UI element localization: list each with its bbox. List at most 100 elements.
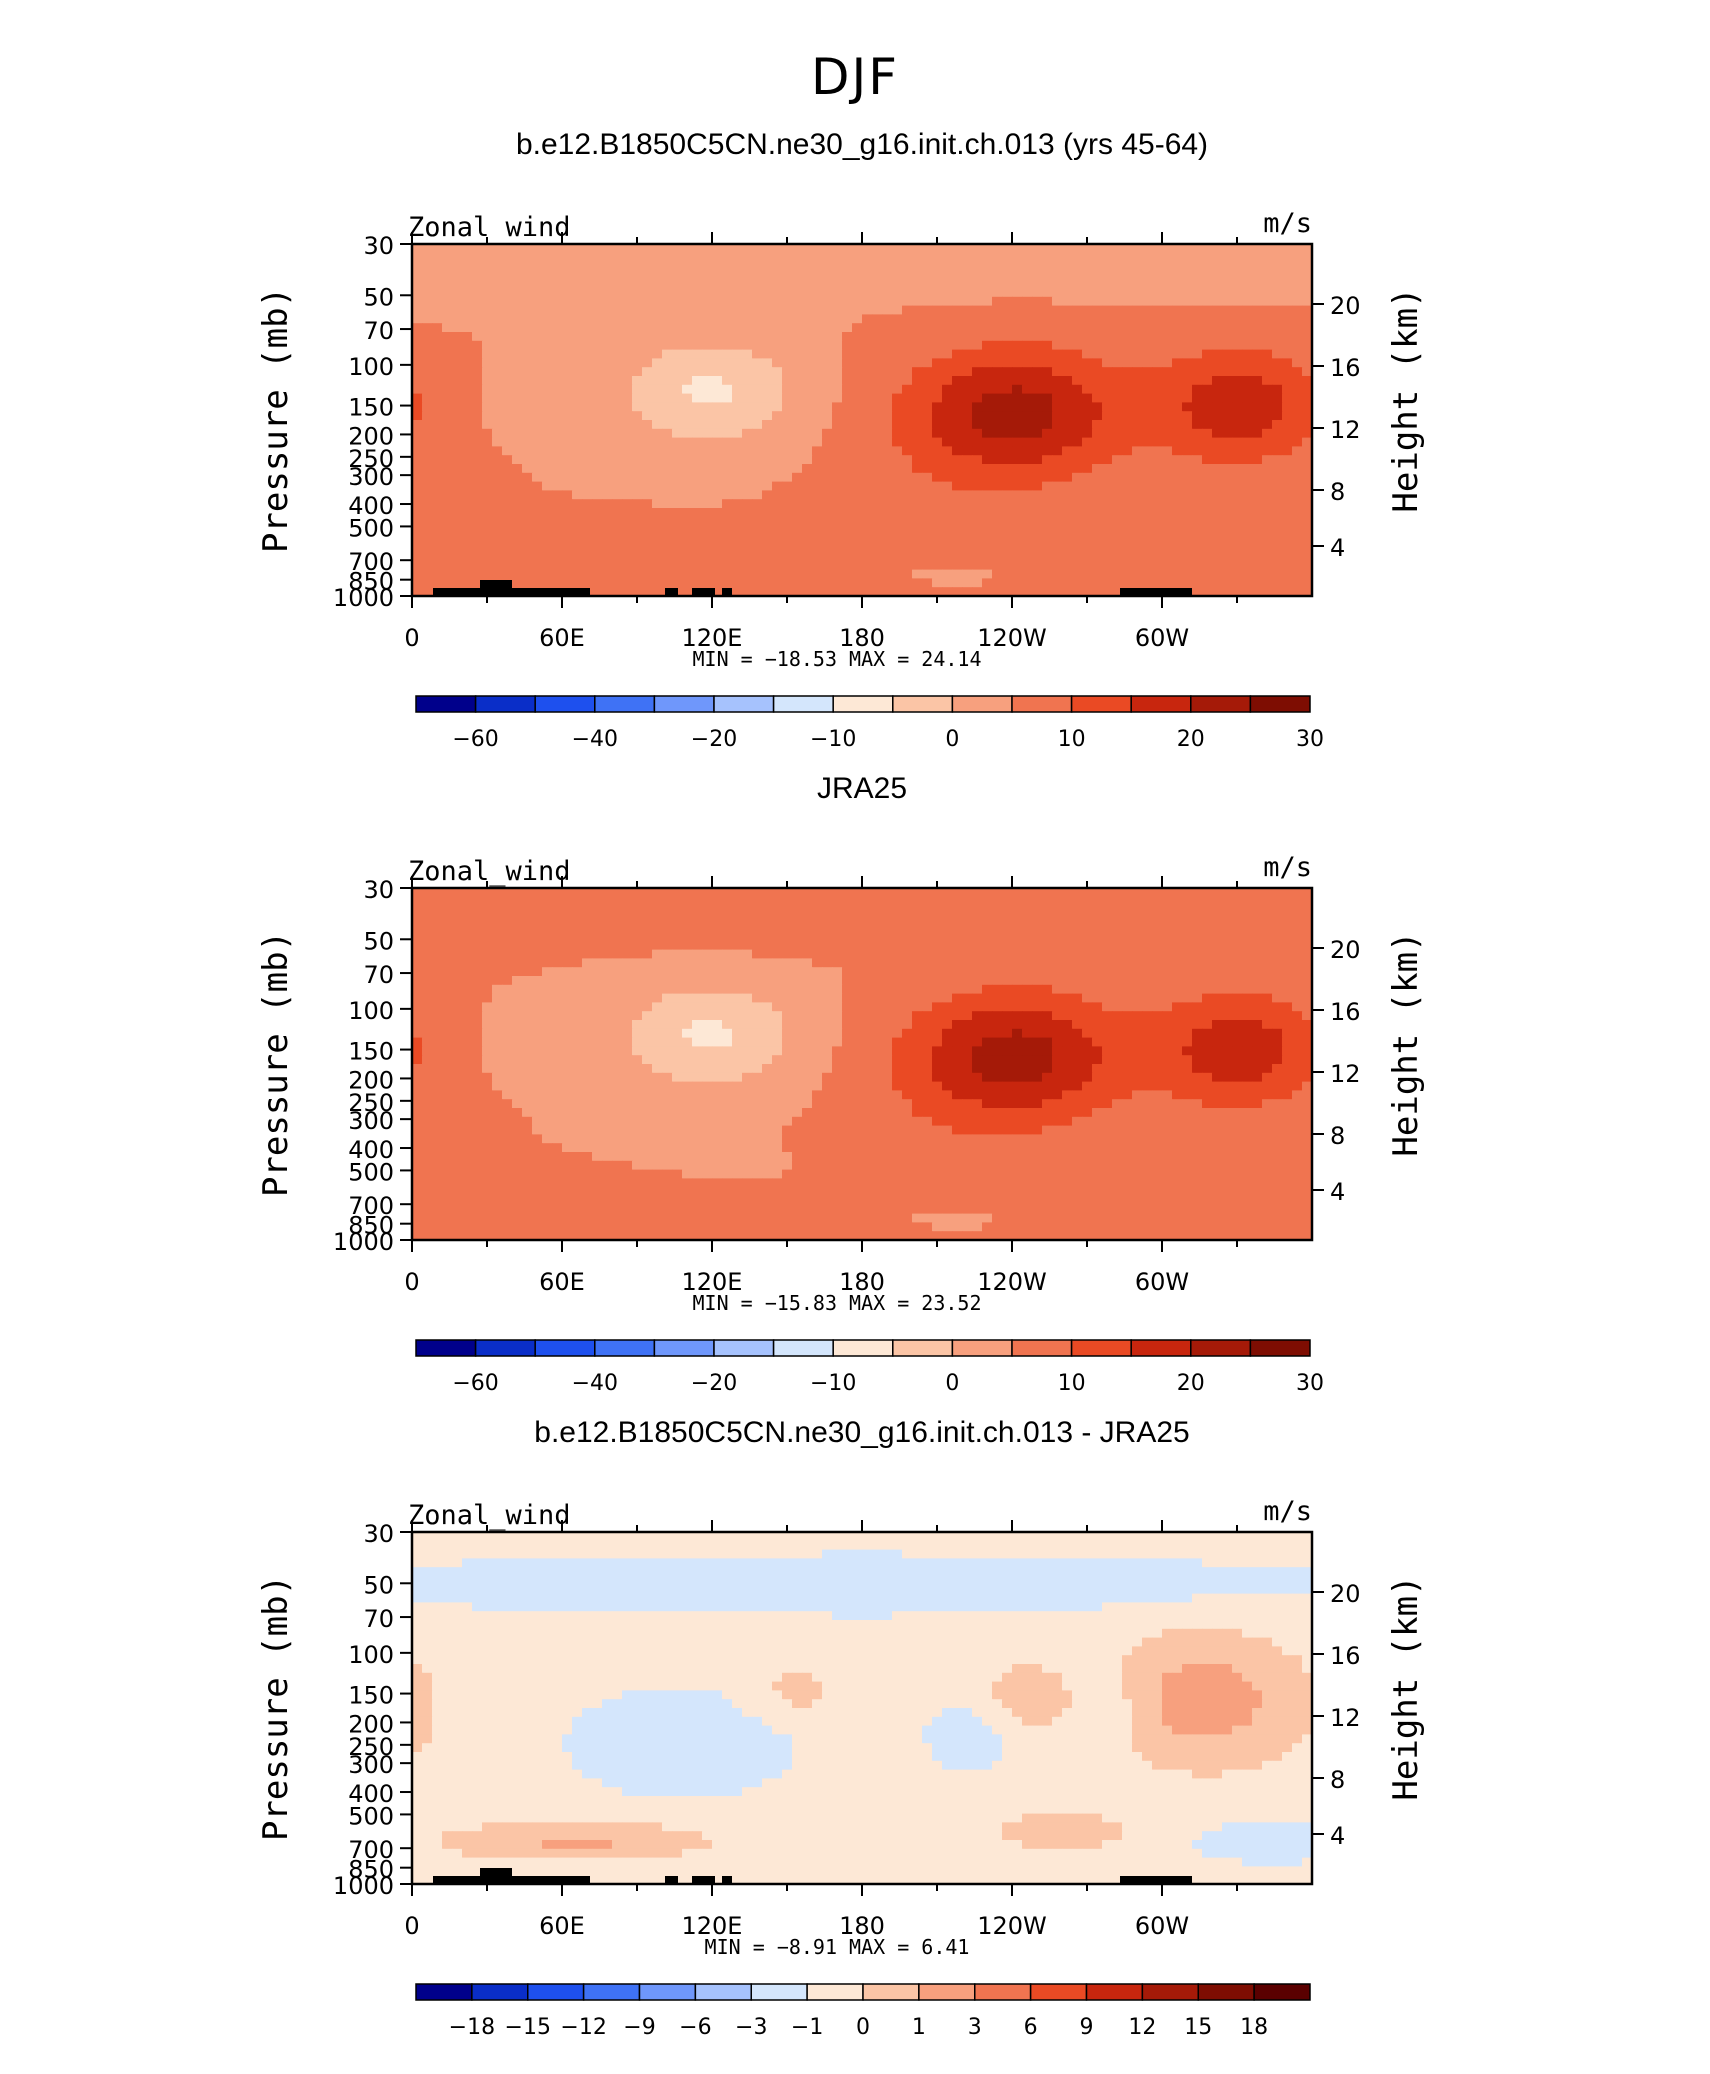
topography-mask [692,588,715,596]
pressure-tick-label: 400 [348,1780,394,1808]
pressure-tick-label: 100 [348,997,394,1025]
colorbar-label: −20 [691,727,737,752]
lon-tick-label: 180 [839,624,885,652]
pressure-tick-label: 300 [348,463,394,491]
colorbar-box [415,695,477,713]
lon-tick-label: 120W [977,1268,1047,1296]
height-tick-label: 12 [1330,1704,1361,1732]
height-tick-label: 4 [1330,1822,1345,1850]
lon-tick-label: 180 [839,1268,885,1296]
y-axis-right-label: Height (km) [1386,931,1426,1156]
colorbar-box [1253,1983,1311,2001]
chart-panel-1: b.e12.B1850C5CN.ne30_g16.init.ch.013 (yr… [256,128,1426,752]
colorbar-box [1190,1339,1252,1357]
units-label: m/s [1263,1496,1312,1527]
lon-tick-label: 0 [404,1912,419,1940]
height-tick-label: 8 [1330,1766,1345,1794]
colorbar-box [892,695,954,713]
colorbar-box [1070,695,1132,713]
colorbar-box [534,1339,596,1357]
pressure-tick-label: 500 [348,1802,394,1830]
lon-tick-label: 60W [1135,624,1189,652]
colorbar-box [415,1983,473,2001]
contour-field [412,888,1313,1241]
figure-title: DJF [810,48,899,106]
colorbar-box [918,1983,976,2001]
colorbar-box [772,1339,834,1357]
colorbar-label: 18 [1240,2015,1268,2040]
colorbar-box [1029,1983,1088,2001]
colorbar-box [772,695,834,713]
pressure-tick-label: 400 [348,1136,394,1164]
panel-title: b.e12.B1850C5CN.ne30_g16.init.ch.013 - J… [534,1416,1189,1449]
colorbar-label: −20 [691,1371,737,1396]
colorbar-box [1141,1983,1199,2001]
colorbar-label: −60 [452,727,498,752]
colorbar-box [594,1339,656,1357]
lon-tick-label: 60W [1135,1912,1189,1940]
colorbar-box [862,1983,920,2001]
colorbar-label: −60 [452,1371,498,1396]
colorbar-label: −9 [623,2015,655,2040]
pressure-tick-label: 850 [348,568,394,596]
colorbar-box [832,695,894,713]
units-label: m/s [1263,208,1312,239]
pressure-tick-label: 250 [348,1733,394,1761]
topography-mask [692,1876,715,1884]
pressure-tick-label: 70 [363,1605,394,1633]
colorbar-label: −10 [810,727,856,752]
pressure-tick-label: 500 [348,514,394,542]
left-label: Zonal wind [408,212,571,243]
height-tick-label: 8 [1330,478,1345,506]
pressure-tick-label: 30 [363,232,394,260]
colorbar-box [1197,1983,1255,2001]
pressure-tick-label: 150 [348,1038,394,1066]
topography-mask [665,588,678,596]
pressure-tick-label: 250 [348,445,394,473]
lon-tick-label: 60E [539,1268,585,1296]
topography-mask [480,1868,512,1884]
pressure-tick-label: 30 [363,1520,394,1548]
colorbar-box [713,695,775,713]
pressure-tick-label: 200 [348,1710,394,1738]
contour-field [412,244,1313,597]
colorbar-label: 0 [945,727,959,752]
colorbar-label: 20 [1177,1371,1205,1396]
colorbar-box [638,1983,697,2001]
y-axis-label: Pressure (mb) [256,287,296,553]
height-tick-label: 20 [1330,936,1361,964]
lon-tick-label: 120W [977,624,1047,652]
height-tick-label: 16 [1330,354,1361,382]
pressure-tick-label: 200 [348,422,394,450]
colorbar-box [582,1983,641,2001]
height-tick-label: 20 [1330,1580,1361,1608]
pressure-tick-label: 100 [348,1641,394,1669]
panel-title: JRA25 [817,772,907,805]
colorbar-box [1085,1983,1144,2001]
height-tick-label: 4 [1330,1178,1345,1206]
pressure-tick-label: 70 [363,317,394,345]
colorbar-label: −6 [679,2015,711,2040]
colorbar-box [806,1983,864,2001]
lon-tick-label: 0 [404,624,419,652]
lon-tick-label: 60E [539,1912,585,1940]
height-tick-label: 8 [1330,1122,1345,1150]
lon-tick-label: 0 [404,1268,419,1296]
pressure-tick-label: 400 [348,492,394,520]
colorbar-box [1190,695,1252,713]
colorbar-box [694,1983,752,2001]
pressure-tick-label: 850 [348,1856,394,1884]
colorbar-label: −12 [560,2015,606,2040]
topography-mask [665,1876,678,1884]
pressure-tick-label: 300 [348,1107,394,1135]
colorbar-label: 3 [968,2015,982,2040]
colorbar-label: −40 [572,1371,618,1396]
height-tick-label: 4 [1330,534,1345,562]
colorbar-box [415,1339,477,1357]
topography-mask [1120,1876,1192,1884]
colorbar-label: 1 [912,2015,926,2040]
pressure-tick-label: 30 [363,876,394,904]
height-tick-label: 16 [1330,1642,1361,1670]
